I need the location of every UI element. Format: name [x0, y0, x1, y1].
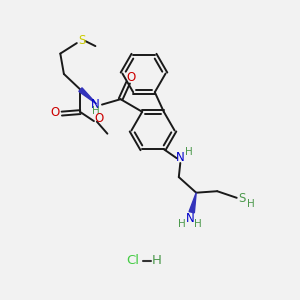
Text: H: H — [247, 199, 254, 209]
Polygon shape — [79, 88, 97, 104]
Text: H: H — [185, 147, 193, 157]
Text: O: O — [51, 106, 60, 119]
Text: N: N — [186, 212, 195, 225]
Text: S: S — [238, 192, 246, 205]
Text: H: H — [194, 219, 202, 229]
Text: H: H — [92, 106, 99, 116]
Text: S: S — [79, 34, 86, 46]
Text: O: O — [95, 112, 104, 125]
Text: H: H — [178, 219, 186, 229]
Polygon shape — [189, 193, 196, 213]
Text: O: O — [126, 71, 135, 84]
Text: H: H — [152, 254, 161, 268]
Text: N: N — [91, 98, 100, 111]
Text: N: N — [176, 151, 185, 164]
Text: Cl: Cl — [126, 254, 139, 268]
